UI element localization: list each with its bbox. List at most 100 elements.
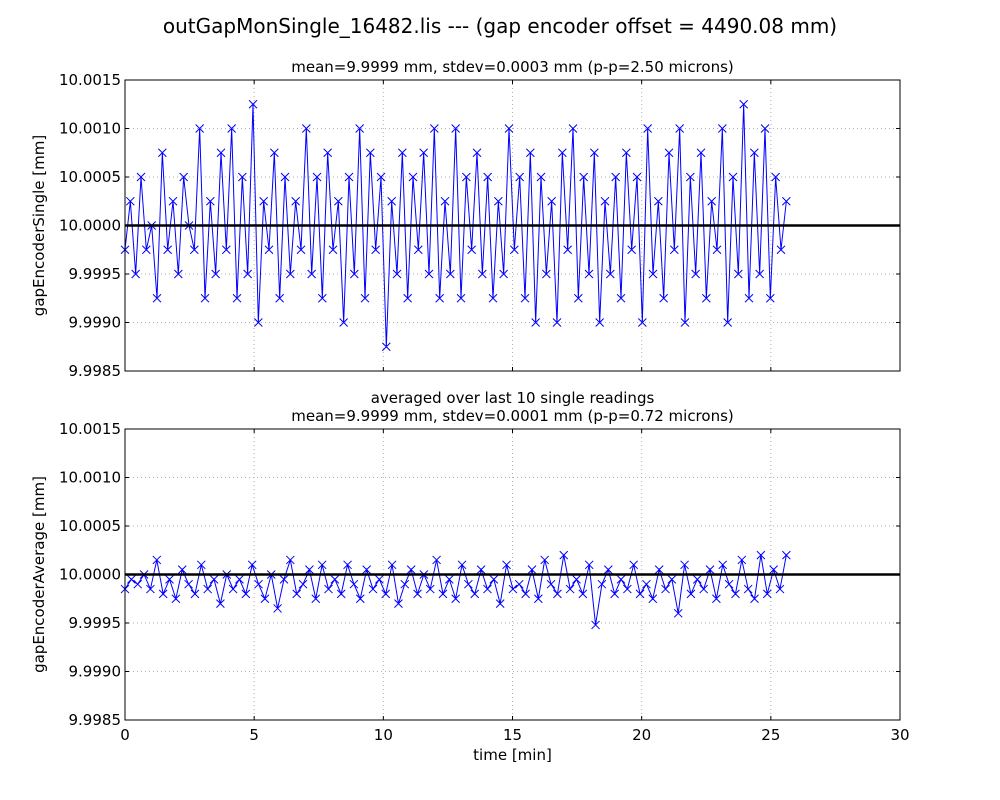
data-point-marker bbox=[190, 589, 200, 599]
data-point-marker bbox=[470, 589, 480, 599]
data-point-marker bbox=[158, 589, 168, 599]
data-point-marker bbox=[445, 269, 455, 279]
data-point-marker bbox=[584, 560, 594, 570]
data-point-marker bbox=[457, 560, 467, 570]
y-tick-label: 10.0000 bbox=[59, 217, 121, 235]
data-point-marker bbox=[461, 172, 471, 182]
data-point-marker bbox=[547, 196, 557, 206]
data-point-marker bbox=[685, 172, 695, 182]
data-point-marker bbox=[762, 589, 772, 599]
y-tick-label: 10.0000 bbox=[59, 566, 121, 584]
data-point-marker bbox=[553, 589, 562, 599]
data-point-marker bbox=[728, 172, 738, 182]
data-point-marker bbox=[502, 560, 511, 570]
data-point-marker bbox=[514, 579, 524, 589]
data-point-marker bbox=[221, 245, 231, 255]
data-point-marker bbox=[184, 579, 193, 589]
data-point-marker bbox=[724, 579, 734, 589]
data-point-marker bbox=[667, 574, 677, 584]
data-point-marker bbox=[408, 172, 418, 182]
data-point-marker bbox=[712, 594, 721, 604]
data-point-marker bbox=[317, 560, 327, 570]
data-point-marker bbox=[769, 565, 778, 575]
data-point-marker bbox=[413, 589, 422, 599]
data-point-marker bbox=[307, 269, 317, 279]
data-point-marker bbox=[531, 318, 541, 327]
data-point-marker bbox=[368, 584, 378, 594]
data-point-marker bbox=[743, 584, 753, 594]
data-point-marker bbox=[260, 594, 270, 604]
data-point-marker bbox=[476, 565, 486, 575]
data-point-marker bbox=[136, 172, 146, 182]
data-point-marker bbox=[595, 318, 605, 327]
data-point-marker bbox=[568, 124, 578, 133]
data-point-marker bbox=[254, 579, 263, 589]
data-point-marker bbox=[669, 245, 679, 255]
data-point-marker bbox=[565, 584, 575, 594]
data-point-marker bbox=[597, 579, 607, 589]
data-point-marker bbox=[775, 584, 785, 594]
data-point-marker bbox=[264, 245, 274, 255]
figure-suptitle: outGapMonSingle_16482.lis --- (gap encod… bbox=[163, 14, 837, 38]
data-point-marker bbox=[718, 560, 728, 570]
data-point-marker bbox=[540, 555, 550, 565]
data-point-marker bbox=[228, 584, 238, 594]
data-point-marker bbox=[173, 269, 183, 279]
x-tick-label: 30 bbox=[890, 726, 909, 744]
data-point-marker bbox=[451, 124, 461, 133]
data-point-marker bbox=[146, 584, 155, 594]
data-point-marker bbox=[589, 148, 599, 158]
data-point-marker bbox=[755, 269, 765, 279]
data-point-marker bbox=[591, 620, 600, 630]
data-point-marker bbox=[521, 589, 530, 599]
data-point-marker bbox=[311, 594, 321, 604]
data-point-marker bbox=[552, 318, 562, 327]
data-point-marker bbox=[312, 172, 322, 182]
data-point-marker bbox=[387, 560, 397, 570]
data-point-marker bbox=[203, 584, 213, 594]
data-point-marker bbox=[362, 565, 371, 575]
data-point-marker bbox=[648, 594, 658, 604]
data-point-marker bbox=[241, 589, 251, 599]
data-point-marker bbox=[177, 565, 187, 575]
data-point-marker bbox=[163, 245, 173, 255]
data-point-marker bbox=[515, 172, 525, 182]
data-point-marker bbox=[629, 560, 639, 570]
data-point-marker bbox=[776, 245, 786, 255]
y-tick-label: 10.0010 bbox=[59, 120, 121, 138]
data-point-marker bbox=[168, 196, 178, 206]
data-point-marker bbox=[557, 148, 567, 158]
data-point-marker bbox=[733, 269, 743, 279]
data-point-marker bbox=[349, 269, 359, 279]
data-point-marker bbox=[643, 124, 653, 133]
data-point-marker bbox=[429, 124, 439, 133]
data-point-marker bbox=[572, 574, 581, 584]
data-point-marker bbox=[533, 594, 543, 604]
data-point-marker bbox=[413, 245, 423, 255]
data-point-marker bbox=[744, 293, 754, 303]
data-point-marker bbox=[472, 148, 482, 158]
data-point-marker bbox=[680, 318, 690, 327]
data-point-marker bbox=[680, 560, 689, 570]
data-point-marker bbox=[610, 589, 619, 599]
y-tick-label: 10.0010 bbox=[59, 469, 121, 487]
data-point-marker bbox=[632, 172, 642, 182]
data-point-marker bbox=[392, 269, 402, 279]
data-point-marker bbox=[205, 196, 215, 206]
data-point-marker bbox=[520, 293, 530, 303]
data-point-marker bbox=[483, 584, 492, 594]
data-point-marker bbox=[509, 245, 519, 255]
data-point-marker bbox=[232, 293, 242, 303]
data-point-marker bbox=[692, 574, 702, 584]
x-tick-label: 15 bbox=[503, 726, 522, 744]
data-point-marker bbox=[235, 574, 244, 584]
data-point-marker bbox=[152, 293, 162, 303]
data-point-marker bbox=[365, 148, 375, 158]
data-point-marker bbox=[444, 574, 454, 584]
data-point-marker bbox=[691, 269, 701, 279]
data-point-marker bbox=[525, 148, 535, 158]
data-point-marker bbox=[253, 318, 263, 327]
data-point-marker bbox=[771, 172, 781, 182]
data-point-marker bbox=[499, 269, 509, 279]
